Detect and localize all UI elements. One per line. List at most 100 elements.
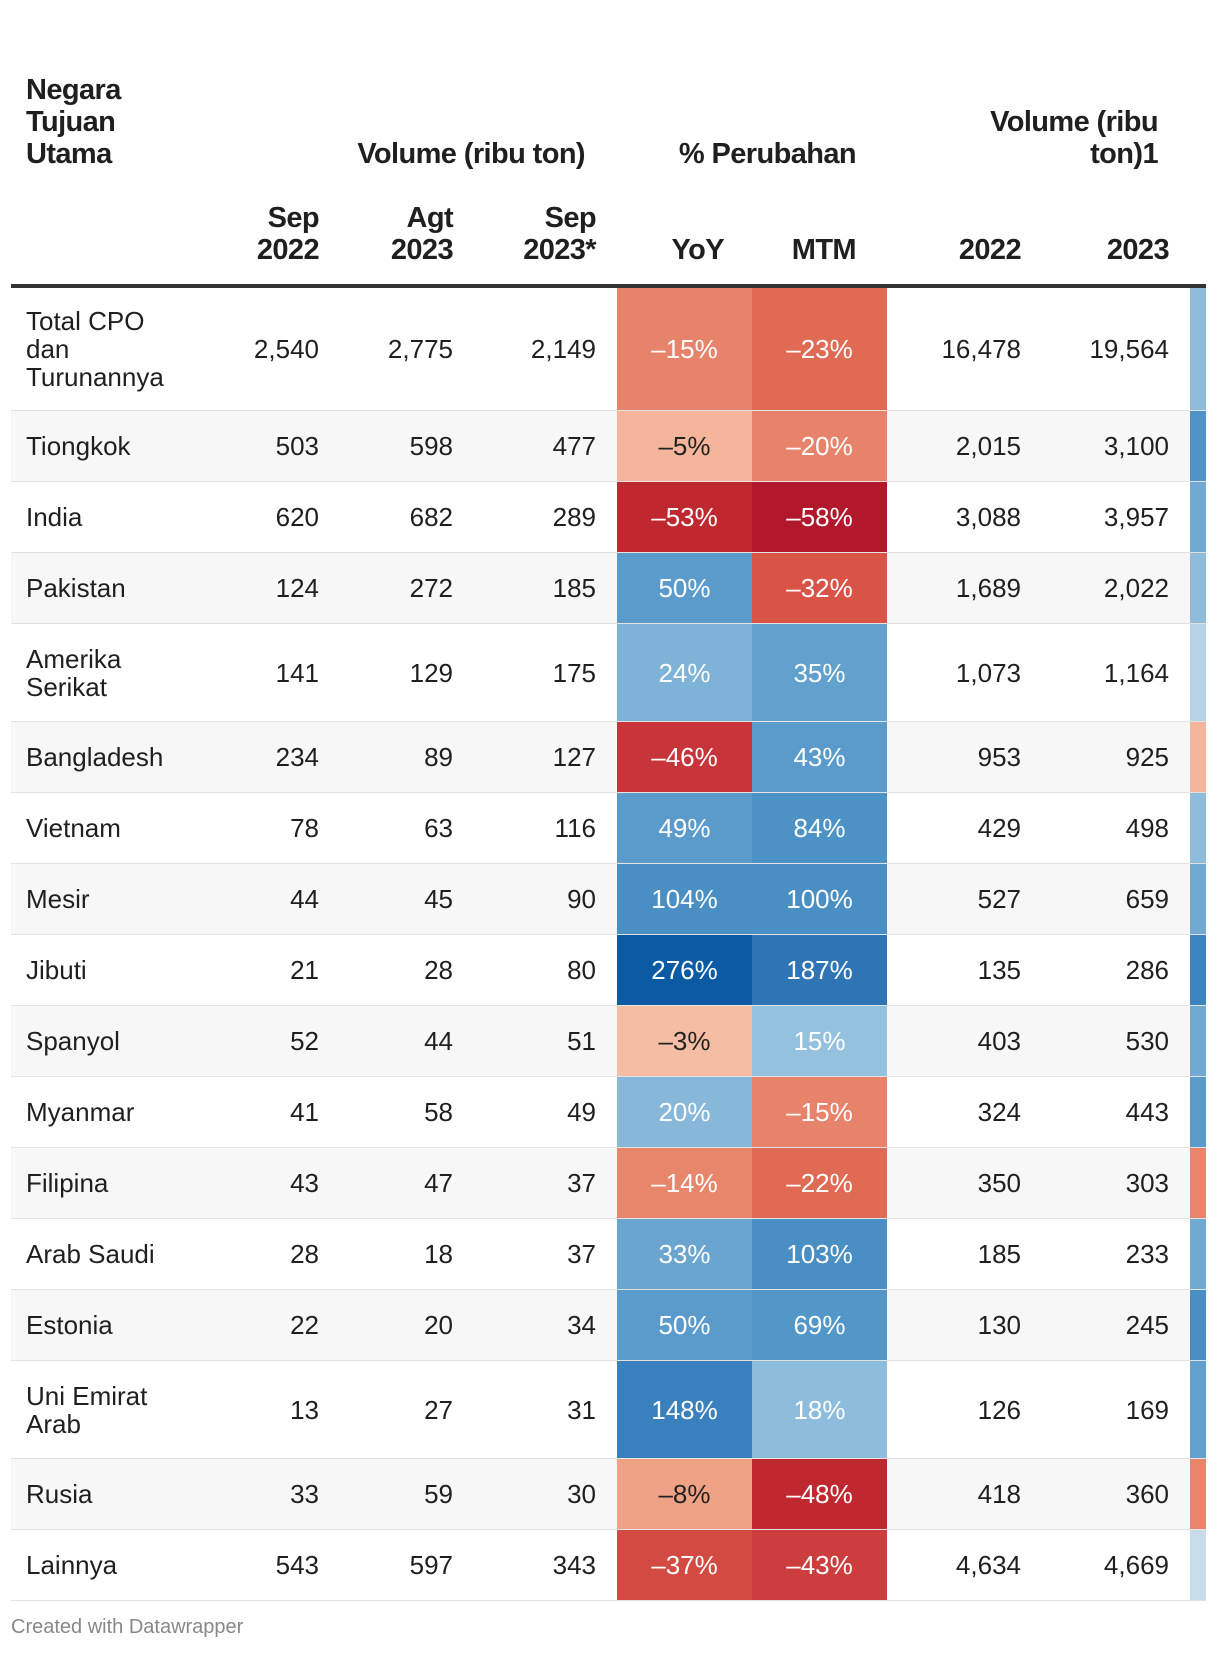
cell-mtm: –22%: [752, 1148, 887, 1218]
cell-volume-2023: 2,022: [1103, 573, 1169, 603]
cell-agt-2023: 20: [424, 1310, 453, 1340]
cell-country: Tiongkok: [26, 431, 131, 461]
cell-agt-2023: 2,775: [387, 334, 453, 364]
header-volume-group: Volume (ribu ton): [357, 138, 585, 170]
color-strip: [1190, 793, 1206, 863]
cell-sep-2022: 620: [275, 502, 319, 532]
cell-agt-2023: 45: [424, 884, 453, 914]
cell-sep-2022: 503: [275, 431, 319, 461]
cell-volume-2022: 185: [977, 1239, 1021, 1269]
header-volume-annual-group: Volume (ribu ton)1: [990, 106, 1158, 170]
cell-sep-2022: 43: [290, 1168, 319, 1198]
cell-volume-2022: 953: [977, 742, 1021, 772]
header-2022: 2022: [958, 234, 1022, 266]
cell-yoy: 33%: [617, 1219, 752, 1289]
header-yoy: YoY: [671, 234, 725, 266]
cell-sep-2022: 33: [290, 1479, 319, 1509]
cell-yoy: 50%: [617, 1290, 752, 1360]
cell-yoy: 24%: [617, 624, 752, 721]
table-row: Lainnya 543 597 343 4,634 4,669 –37% –43%: [11, 1530, 1206, 1601]
cell-volume-2023: 443: [1125, 1097, 1169, 1127]
cell-yoy: 49%: [617, 793, 752, 863]
cell-country: Estonia: [26, 1310, 113, 1340]
cell-yoy: –37%: [617, 1530, 752, 1600]
cell-volume-2022: 350: [977, 1168, 1021, 1198]
color-strip: [1190, 1148, 1206, 1218]
cell-sep-2023: 30: [567, 1479, 596, 1509]
table-row: Mesir 44 45 90 527 659 104% 100%: [11, 864, 1206, 935]
table-row: Jibuti 21 28 80 135 286 276% 187%: [11, 935, 1206, 1006]
cell-yoy: –5%: [617, 411, 752, 481]
cell-country: Pakistan: [26, 573, 126, 603]
table-row: Tiongkok 503 598 477 2,015 3,100 –5% –20%: [11, 411, 1206, 482]
cell-mtm: 84%: [752, 793, 887, 863]
cell-volume-2022: 527: [977, 884, 1021, 914]
color-strip: [1190, 864, 1206, 934]
cell-sep-2022: 141: [275, 657, 319, 688]
cell-volume-2023: 245: [1125, 1310, 1169, 1340]
cell-sep-2022: 28: [290, 1239, 319, 1269]
color-strip: [1190, 288, 1206, 410]
cell-sep-2023: 31: [567, 1394, 596, 1425]
cell-volume-2023: 303: [1125, 1168, 1169, 1198]
cell-sep-2022: 78: [290, 813, 319, 843]
color-strip: [1190, 553, 1206, 623]
cell-sep-2023: 90: [567, 884, 596, 914]
cell-sep-2023: 185: [552, 573, 596, 603]
header-agt-2023: Agt 2023: [390, 202, 454, 266]
header-country: Negara Tujuan Utama: [26, 74, 121, 170]
cell-country: Amerika Serikat: [26, 643, 122, 702]
table-row: Bangladesh 234 89 127 953 925 –46% 43%: [11, 722, 1206, 793]
cell-sep-2023: 51: [567, 1026, 596, 1056]
cell-country: Lainnya: [26, 1550, 118, 1580]
cell-sep-2023: 34: [567, 1310, 596, 1340]
cell-sep-2023: 116: [554, 813, 596, 843]
cell-mtm: –43%: [752, 1530, 887, 1600]
cell-sep-2022: 52: [290, 1026, 319, 1056]
cell-agt-2023: 58: [424, 1097, 453, 1127]
cell-mtm: 43%: [752, 722, 887, 792]
cell-yoy: –46%: [617, 722, 752, 792]
cell-yoy: 148%: [617, 1361, 752, 1458]
cell-volume-2023: 360: [1125, 1479, 1169, 1509]
cell-yoy: 276%: [617, 935, 752, 1005]
cell-sep-2022: 44: [290, 884, 319, 914]
cell-yoy: –3%: [617, 1006, 752, 1076]
cell-volume-2023: 286: [1125, 955, 1169, 985]
cell-mtm: –32%: [752, 553, 887, 623]
cell-country: Total CPO dan Turunannya: [26, 306, 164, 392]
cell-sep-2023: 37: [567, 1239, 596, 1269]
cell-mtm: 15%: [752, 1006, 887, 1076]
table-row: India 620 682 289 3,088 3,957 –53% –58%: [11, 482, 1206, 553]
color-strip: [1190, 1361, 1206, 1458]
cell-volume-2022: 4,634: [955, 1550, 1021, 1580]
table-row: Spanyol 52 44 51 403 530 –3% 15%: [11, 1006, 1206, 1077]
cell-volume-2023: 498: [1125, 813, 1169, 843]
cell-country: Rusia: [26, 1479, 93, 1509]
cell-volume-2023: 925: [1125, 742, 1169, 772]
cell-agt-2023: 598: [409, 431, 453, 461]
cell-volume-2022: 418: [977, 1479, 1021, 1509]
cell-country: Filipina: [26, 1168, 109, 1198]
color-strip: [1190, 482, 1206, 552]
cell-yoy: 50%: [617, 553, 752, 623]
table-body: Total CPO dan Turunannya 2,540 2,775 2,149 1…: [11, 288, 1206, 1601]
cell-agt-2023: 18: [424, 1239, 453, 1269]
header-sep-2023: Sep 2023*: [523, 202, 596, 266]
cell-agt-2023: 129: [409, 657, 453, 688]
header-sep-2022: Sep 2022: [256, 202, 320, 266]
cell-volume-2023: 4,669: [1103, 1550, 1169, 1580]
color-strip: [1190, 624, 1206, 721]
cell-agt-2023: 597: [409, 1550, 453, 1580]
cell-volume-2023: 1,164: [1103, 657, 1169, 688]
cell-yoy: –14%: [617, 1148, 752, 1218]
credit-text: Created with Datawrapper: [11, 1616, 244, 1638]
cell-country: Uni Emirat Arab: [26, 1380, 148, 1439]
cell-volume-2022: 429: [977, 813, 1021, 843]
cell-mtm: 187%: [752, 935, 887, 1005]
cell-sep-2023: 127: [552, 742, 596, 772]
table-row: Myanmar 41 58 49 324 443 20% –15%: [11, 1077, 1206, 1148]
table-row: Total CPO dan Turunannya 2,540 2,775 2,149 1…: [11, 288, 1206, 411]
color-strip: [1190, 1459, 1206, 1529]
table-row: Estonia 22 20 34 130 245 50% 69%: [11, 1290, 1206, 1361]
